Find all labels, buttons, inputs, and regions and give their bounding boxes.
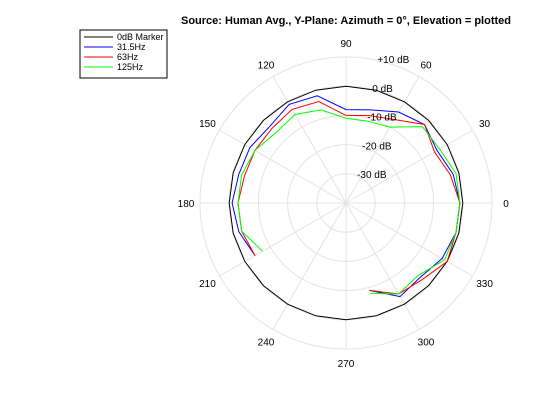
radial-tick-label: 0 dB xyxy=(372,84,393,95)
grid-spoke xyxy=(345,76,420,204)
angle-tick-label: 330 xyxy=(476,279,493,290)
angle-tick-label: 150 xyxy=(199,119,216,130)
radial-tick-label: -30 dB xyxy=(357,170,387,181)
grid-spoke xyxy=(219,202,347,277)
polar-grid xyxy=(199,56,493,350)
grid-spoke xyxy=(272,202,347,330)
angle-tick-label: 210 xyxy=(199,279,216,290)
grid-spoke xyxy=(345,202,473,277)
series-line xyxy=(231,95,461,256)
angle-tick-label: 240 xyxy=(258,338,275,349)
angle-tick-label: 270 xyxy=(338,359,355,370)
radial-tick-labels: +10 dB 0 dB -10 dB -20 dB -30 dB xyxy=(357,55,410,181)
legend-label: 0dB Marker xyxy=(117,32,164,42)
series-line xyxy=(228,85,464,321)
series-line xyxy=(237,100,461,256)
angle-tick-label: 30 xyxy=(479,119,491,130)
legend-label: 63Hz xyxy=(117,52,139,62)
radial-tick-label: -20 dB xyxy=(362,141,392,152)
angle-tick-label: 180 xyxy=(178,199,195,210)
grid-spoke xyxy=(272,76,347,204)
grid-spoke xyxy=(345,202,420,330)
angle-tick-label: 60 xyxy=(420,60,432,71)
grid-spoke xyxy=(219,129,347,204)
angle-tick-label: 300 xyxy=(418,338,435,349)
radial-tick-label: -10 dB xyxy=(367,113,397,124)
angle-tick-label: 90 xyxy=(340,39,352,50)
radial-tick-label: +10 dB xyxy=(377,55,409,66)
angle-tick-label: 0 xyxy=(503,199,509,210)
legend-label: 31.5Hz xyxy=(117,42,146,52)
legend-box xyxy=(79,29,168,79)
series-line xyxy=(237,109,461,252)
chart-title: Source: Human Avg., Y-Plane: Azimuth = 0… xyxy=(181,15,511,27)
angle-tick-label: 120 xyxy=(258,60,275,71)
series-line xyxy=(370,202,461,295)
angle-tick-labels: 0 30 60 90 120 150 180 210 240 270 300 330 xyxy=(178,39,510,370)
series-layer xyxy=(228,85,464,321)
legend-label: 125Hz xyxy=(117,62,144,72)
grid-spoke xyxy=(345,129,473,204)
